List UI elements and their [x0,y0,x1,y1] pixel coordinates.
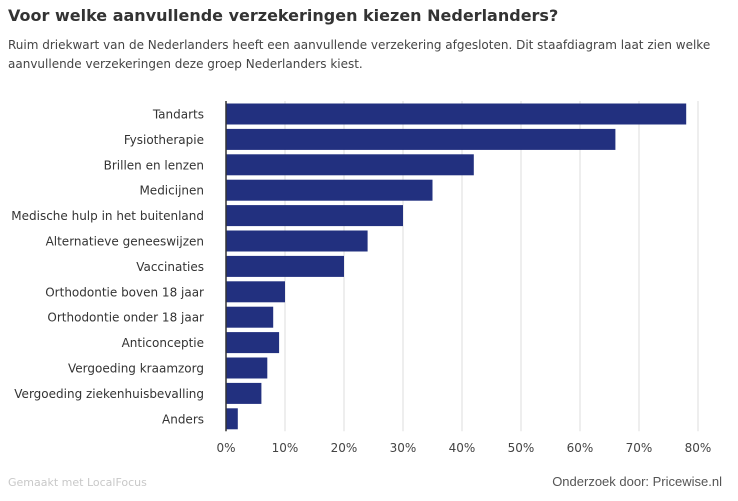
x-tick-label: 60% [567,441,594,455]
x-tick-label: 10% [272,441,299,455]
category-label: Medische hulp in het buitenland [11,209,204,223]
category-label: Vaccinaties [136,260,204,274]
category-label: Tandarts [152,108,204,122]
category-label: Orthodontie boven 18 jaar [45,285,204,299]
x-tick-label: 40% [449,441,476,455]
category-label: Fysiotherapie [124,133,204,147]
bar [226,179,433,201]
bar [226,230,368,252]
bar [226,306,274,328]
bar [226,357,268,379]
category-label: Medicijnen [139,184,204,198]
category-label: Vergoeding kraamzorg [68,362,204,376]
x-tick-label: 80% [685,441,712,455]
bar [226,382,262,404]
source-credit: Onderzoek door: Pricewise.nl [552,474,722,489]
x-tick-label: 30% [390,441,417,455]
chart-subtitle: Ruim driekwart van de Nederlanders heeft… [8,38,711,71]
category-label: Brillen en lenzen [104,158,204,172]
bar [226,128,616,150]
bar [226,154,474,176]
bar [226,103,687,125]
bar [226,205,403,227]
category-label: Vergoeding ziekenhuisbevalling [14,387,204,401]
category-labels: Tandarts Fysiotherapie Brillen en lenzen Me… [11,108,204,427]
x-tick-label: 70% [626,441,653,455]
x-tick-label: 50% [508,441,535,455]
x-axis-ticks: 0% 10% 20% 30% 40% 50% 60% 70% 80% [216,441,711,455]
bar [226,281,285,303]
category-label: Alternatieve geneeswijzen [46,235,204,249]
x-tick-label: 0% [216,441,235,455]
category-label: Anders [162,412,204,426]
category-label: Anticonceptie [122,336,204,350]
category-label: Orthodontie onder 18 jaar [47,311,204,325]
bar [226,408,238,430]
bar [226,255,344,277]
bars [226,103,687,430]
made-with-localfocus: Gemaakt met LocalFocus [8,476,147,489]
bar [226,332,280,354]
x-tick-label: 20% [331,441,358,455]
chart-title: Voor welke aanvullende verzekeringen kie… [8,6,559,25]
